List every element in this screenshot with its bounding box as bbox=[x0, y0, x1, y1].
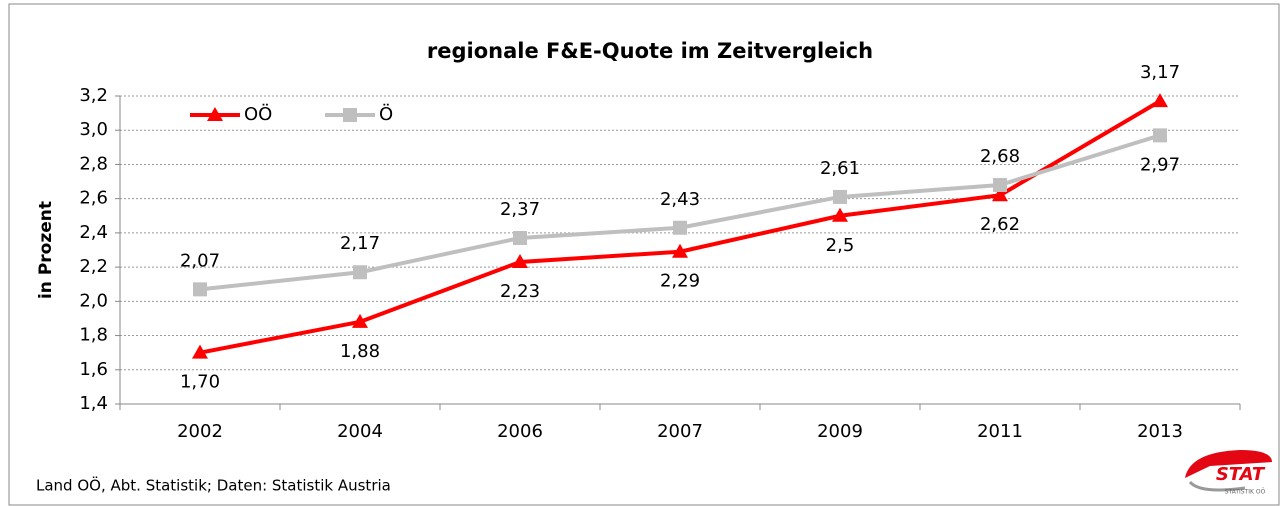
data-label: 2,97 bbox=[1140, 154, 1180, 175]
y-tick-label: 1,6 bbox=[79, 359, 108, 380]
y-tick-label: 3,2 bbox=[79, 85, 108, 106]
x-tick-label: 2006 bbox=[497, 421, 543, 442]
source-note: Land OÖ, Abt. Statistik; Daten: Statisti… bbox=[36, 476, 391, 495]
y-tick-label: 2,2 bbox=[79, 256, 108, 277]
chart-title: regionale F&E-Quote im Zeitvergleich bbox=[427, 39, 873, 63]
legend-label: Ö bbox=[379, 103, 393, 125]
y-tick-label: 1,4 bbox=[79, 393, 108, 414]
marker bbox=[343, 108, 357, 122]
x-tick-label: 2007 bbox=[657, 421, 703, 442]
x-tick-label: 2013 bbox=[1137, 421, 1183, 442]
y-tick-label: 3,0 bbox=[79, 119, 108, 140]
data-label: 2,43 bbox=[660, 189, 700, 210]
data-label: 2,68 bbox=[980, 146, 1020, 167]
y-tick-label: 2,0 bbox=[79, 290, 108, 311]
data-label: 2,29 bbox=[660, 271, 700, 292]
x-tick-label: 2004 bbox=[337, 421, 383, 442]
logo-swoosh bbox=[1185, 450, 1272, 478]
data-label: 2,23 bbox=[500, 281, 540, 302]
data-label: 2,17 bbox=[340, 233, 380, 254]
marker bbox=[513, 231, 527, 246]
marker bbox=[512, 253, 528, 268]
data-label: 2,61 bbox=[820, 158, 860, 179]
data-label: 2,07 bbox=[180, 250, 220, 271]
logo-text: STAT bbox=[1216, 464, 1266, 485]
x-tick-label: 2011 bbox=[977, 421, 1023, 442]
marker bbox=[1152, 93, 1168, 108]
marker bbox=[352, 313, 368, 328]
marker bbox=[993, 177, 1007, 192]
marker bbox=[207, 107, 223, 121]
marker bbox=[673, 220, 687, 235]
marker bbox=[992, 187, 1008, 202]
y-tick-label: 1,8 bbox=[79, 325, 108, 346]
y-tick-label: 2,6 bbox=[79, 188, 108, 209]
y-tick-label: 2,4 bbox=[79, 222, 108, 243]
marker bbox=[192, 344, 208, 359]
data-label: 2,37 bbox=[500, 199, 540, 220]
data-label: 2,5 bbox=[826, 235, 855, 256]
marker bbox=[1153, 128, 1167, 143]
data-label: 2,62 bbox=[980, 214, 1020, 235]
marker bbox=[672, 243, 688, 258]
x-tick-label: 2002 bbox=[177, 421, 223, 442]
legend-label: OÖ bbox=[244, 103, 272, 125]
marker bbox=[193, 282, 207, 297]
data-label: 1,88 bbox=[340, 341, 380, 362]
data-label: 1,70 bbox=[180, 372, 220, 393]
logo-arc bbox=[1188, 480, 1246, 492]
marker bbox=[353, 265, 367, 280]
x-tick-label: 2009 bbox=[817, 421, 863, 442]
y-tick-label: 2,8 bbox=[79, 153, 108, 174]
data-label: 3,17 bbox=[1140, 62, 1180, 83]
y-axis-label: in Prozent bbox=[36, 201, 56, 299]
marker bbox=[833, 189, 847, 204]
logo-subtext: STATISTIK OÖ bbox=[1225, 489, 1266, 496]
logo: STAT STATISTIK OÖ bbox=[1185, 450, 1272, 496]
marker bbox=[832, 207, 848, 222]
